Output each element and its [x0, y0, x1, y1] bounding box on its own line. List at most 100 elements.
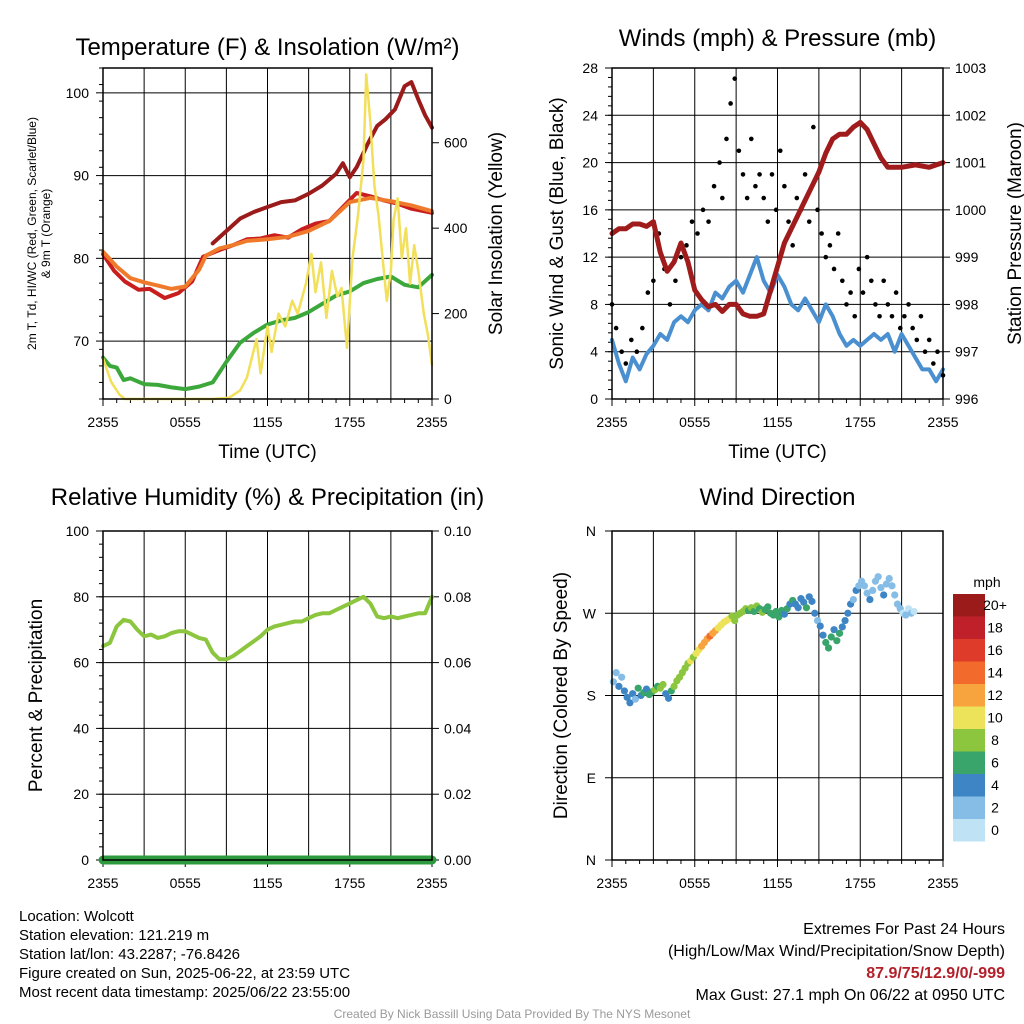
y2-tick-label: 0.06 — [444, 655, 471, 671]
gust-point — [811, 124, 816, 130]
gust-point — [848, 290, 853, 295]
gust-point — [651, 278, 656, 284]
gust-point — [717, 160, 722, 165]
plot-frame — [102, 530, 433, 861]
direction-point — [891, 591, 899, 599]
legend-swatch — [953, 661, 985, 684]
gust-point — [790, 243, 795, 248]
direction-point — [642, 685, 651, 693]
direction-point — [816, 622, 824, 630]
y-tick-label: 4 — [590, 344, 598, 360]
max-gust: Max Gust: 27.1 mph On 06/22 at 0950 UTC — [695, 987, 1006, 1004]
gust-point — [700, 207, 706, 213]
extremes-values: 87.9/75/12.9/0/-999 — [866, 965, 1005, 982]
y-tick-label: 40 — [73, 720, 89, 736]
legend-label: 16 — [987, 642, 1003, 658]
gust-point — [922, 349, 928, 355]
x-tick-label: 0555 — [170, 414, 201, 430]
gust-point — [910, 325, 915, 331]
gust-point — [645, 290, 651, 295]
gust-point — [897, 325, 903, 331]
direction-point — [882, 580, 891, 588]
gust-point — [720, 195, 725, 201]
direction-point — [841, 616, 849, 625]
gust-point — [786, 219, 791, 224]
y-tick-label: 12 — [582, 249, 598, 265]
direction-point — [863, 589, 871, 597]
chart-title: Wind Direction — [699, 484, 855, 511]
gust-point — [640, 325, 645, 331]
direction-point — [731, 616, 739, 625]
legend-swatch — [953, 774, 985, 797]
gust-point — [740, 172, 746, 177]
gust-point — [881, 278, 886, 284]
y-tick-label: 8 — [590, 296, 598, 312]
gust-point — [860, 290, 866, 295]
direction-point — [844, 609, 852, 617]
direction-point — [824, 644, 833, 652]
y2-tick-label: 600 — [444, 135, 468, 151]
direction-point — [838, 623, 846, 631]
y2-tick-label: 0 — [444, 391, 452, 407]
x-tick-label: 0555 — [679, 875, 710, 891]
gust-point — [889, 313, 895, 319]
chart-title: Temperature (F) & Insolation (W/m²) — [75, 34, 459, 61]
x-tick-label: 0555 — [679, 414, 710, 430]
series-relative-humidity — [101, 594, 434, 662]
y2-tick-label: 1003 — [955, 60, 986, 76]
x-axis-label: Time (UTC) — [728, 442, 827, 463]
extremes-title: Extremes For Past 24 Hours — [803, 921, 1005, 938]
gust-point — [819, 231, 824, 236]
gust-point — [684, 243, 689, 248]
gust-point — [773, 207, 779, 213]
gust-point — [782, 183, 787, 189]
direction-point — [869, 586, 877, 595]
y-tick-label: E — [587, 770, 596, 786]
y-tick-label: 28 — [582, 60, 598, 76]
gust-point — [906, 302, 911, 307]
y2-tick-label: 1000 — [955, 202, 986, 218]
gust-point — [868, 278, 874, 284]
direction-point — [827, 633, 835, 641]
y-tick-label: 0 — [81, 852, 89, 868]
legend-title: mph — [973, 574, 1000, 590]
gust-point — [678, 254, 684, 260]
legend-swatch — [953, 684, 985, 707]
series-solar-insolation — [101, 73, 434, 401]
extremes-panel: Extremes For Past 24 Hours (High/Low/Max… — [668, 919, 1005, 1007]
y-tick-label: N — [586, 852, 596, 868]
gust-point — [815, 207, 820, 213]
legend-label: 8 — [991, 732, 999, 748]
y2-tick-label: 0.02 — [444, 786, 471, 802]
y-tick-label: 100 — [66, 523, 90, 539]
y-tick-label: 80 — [73, 589, 89, 605]
series-2m-td — [101, 272, 434, 392]
y-axis-label: Percent & Precipitation — [26, 599, 47, 792]
gust-point — [765, 219, 771, 224]
plot-frame — [611, 530, 944, 861]
direction-point — [877, 584, 885, 592]
x-tick-label: 2355 — [596, 875, 627, 891]
direction-point — [808, 597, 816, 605]
y2-axis-label: Station Pressure (Maroon) — [1005, 122, 1024, 345]
plot-frame — [102, 67, 433, 400]
station-latlon: Station lat/lon: 43.2287; -76.8426 — [19, 946, 241, 963]
direction-point — [813, 616, 822, 625]
panel-1: Temperature (F) & Insolation (W/m²) 70 80 9… — [25, 34, 507, 463]
gust-point — [844, 302, 849, 307]
gust-point — [806, 219, 812, 224]
y2-tick-label: 1002 — [955, 107, 986, 123]
gust-point — [914, 337, 920, 343]
direction-point — [902, 611, 910, 619]
series-station-pressure — [609, 119, 946, 319]
station-location: Location: Wolcott — [19, 908, 134, 925]
y-tick-label: 70 — [73, 333, 89, 349]
direction-point — [910, 607, 918, 616]
chart-title: Relative Humidity (%) & Precipitation (i… — [51, 484, 484, 511]
gust-point — [823, 254, 829, 260]
credit-line: Created By Nick Bassill Using Data Provi… — [333, 1007, 691, 1021]
gust-point — [619, 349, 624, 355]
direction-point — [835, 629, 844, 637]
gust-point — [629, 337, 634, 343]
